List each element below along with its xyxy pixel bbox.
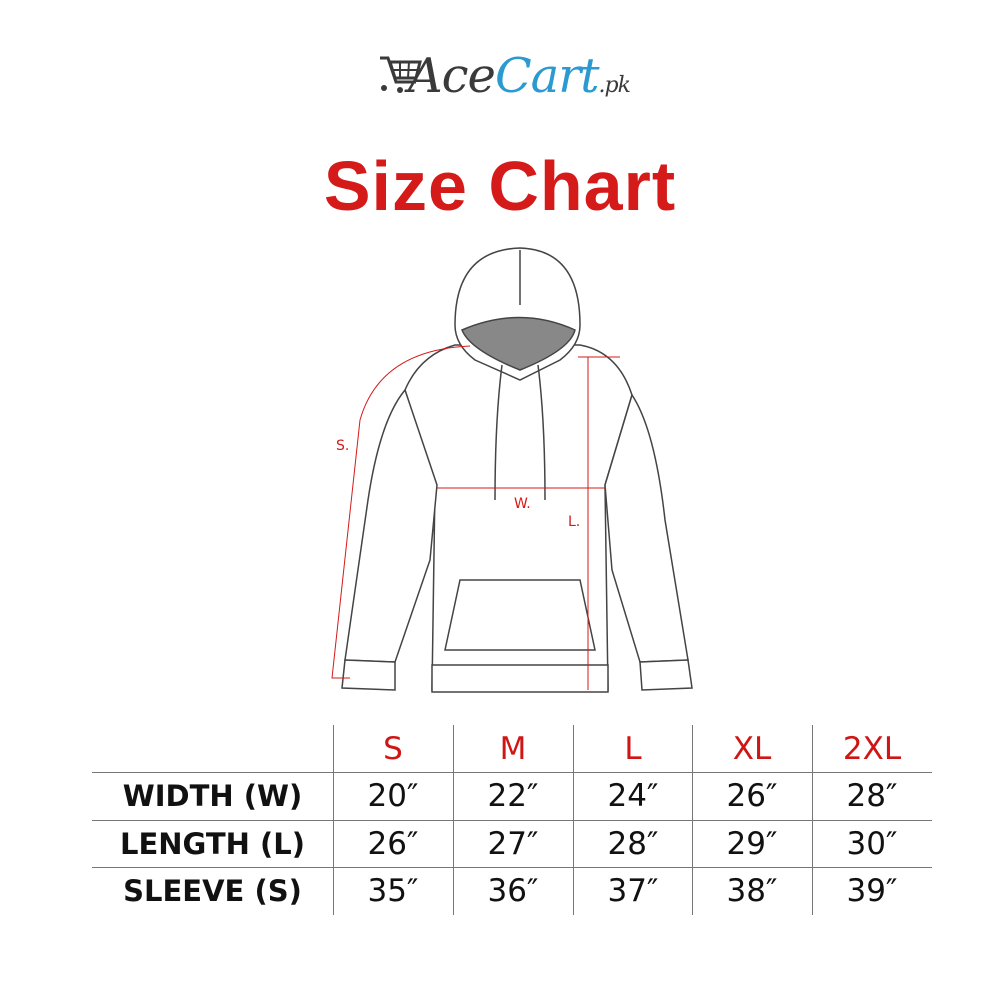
- column-divider: [333, 725, 334, 915]
- size-value: 39″: [846, 873, 898, 909]
- row-label: SLEEVE (S): [123, 874, 302, 908]
- size-header: L: [624, 730, 642, 767]
- size-value: 22″: [487, 778, 539, 814]
- shopping-cart-icon: [380, 56, 422, 93]
- column-divider: [692, 725, 693, 915]
- size-value: 28″: [846, 778, 898, 814]
- size-value: 38″: [726, 873, 778, 909]
- hoodie-diagram: S. W. L.: [331, 247, 693, 693]
- row-divider: [92, 772, 932, 773]
- size-header: 2XL: [842, 730, 902, 767]
- logo-text: AceCart.pk: [408, 48, 631, 104]
- size-header: XL: [732, 730, 772, 767]
- size-value: 20″: [367, 778, 419, 814]
- size-value: 37″: [607, 873, 659, 909]
- size-value: 28″: [607, 825, 659, 862]
- row-label: WIDTH (W): [122, 779, 303, 813]
- column-divider: [812, 725, 813, 915]
- logo-suffix: .pk: [598, 73, 631, 98]
- size-value: 35″: [367, 873, 419, 909]
- page-title: Size Chart: [323, 147, 677, 225]
- column-divider: [573, 725, 574, 915]
- size-value: 26″: [726, 778, 778, 814]
- size-value: 36″: [487, 873, 539, 909]
- size-value: 29″: [726, 825, 778, 862]
- width-label: W.: [514, 496, 531, 512]
- row-divider: [92, 867, 932, 868]
- row-divider: [92, 820, 932, 821]
- column-divider: [453, 725, 454, 915]
- sleeve-label: S.: [336, 438, 349, 454]
- size-header: M: [499, 730, 527, 767]
- size-value: 30″: [846, 825, 898, 862]
- logo-cart: Cart: [494, 48, 600, 104]
- row-label: LENGTH (L): [120, 826, 305, 861]
- size-value: 27″: [487, 825, 539, 862]
- acecart-logo: AceCart.pk: [378, 46, 678, 116]
- size-value: 26″: [367, 825, 419, 862]
- length-label: L.: [568, 514, 580, 530]
- size-value: 24″: [607, 778, 659, 814]
- logo-ace: Ace: [408, 48, 496, 104]
- size-header: S: [383, 730, 403, 767]
